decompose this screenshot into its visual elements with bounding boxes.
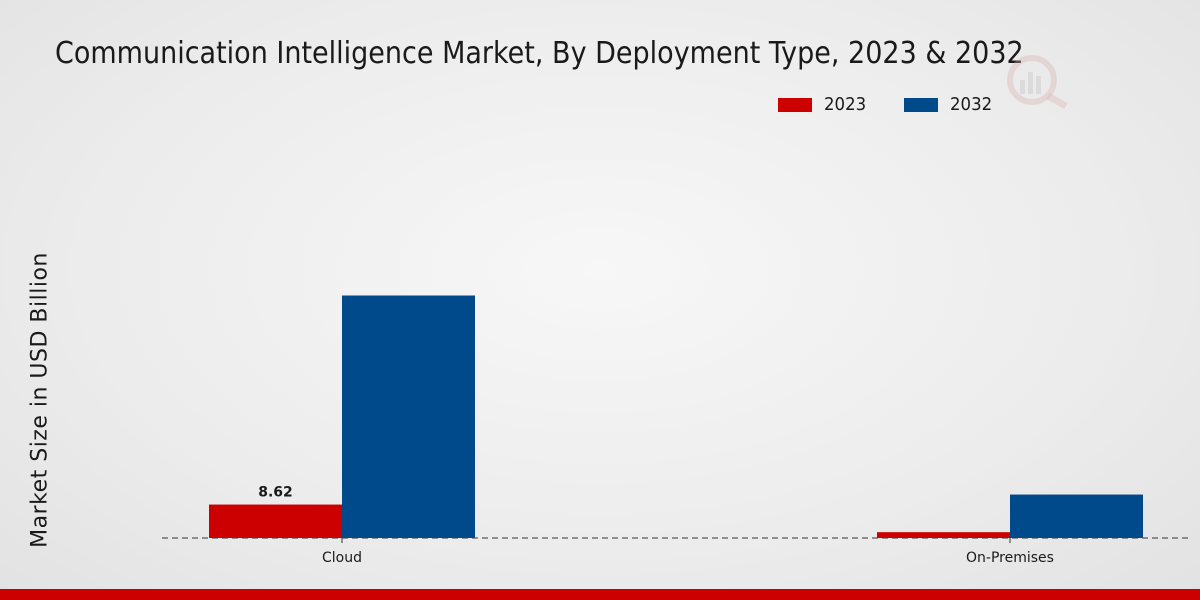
legend-item-2032: 2032 bbox=[903, 94, 996, 115]
bar-2032-cloud bbox=[342, 295, 475, 538]
chart-title: Communication Intelligence Market, By De… bbox=[55, 36, 1024, 71]
legend-label-2032: 2032 bbox=[949, 94, 992, 115]
data-label-2023-cloud: 8.62 bbox=[258, 485, 293, 501]
legend-item-2023: 2023 bbox=[778, 94, 870, 115]
x-tick-label-cloud: Cloud bbox=[322, 550, 362, 566]
legend-swatch-2032 bbox=[903, 97, 938, 112]
legend-label-2023: 2023 bbox=[824, 94, 867, 115]
legend: 2023 2032 bbox=[778, 94, 1030, 115]
watermark-logo-icon bbox=[1007, 55, 1068, 110]
bar-2032-on-premises bbox=[1010, 494, 1143, 538]
bottom-accent-bar bbox=[0, 589, 1200, 600]
legend-swatch-2023 bbox=[778, 97, 812, 112]
bar-2023-cloud bbox=[209, 504, 342, 538]
bar-2023-on-premises bbox=[877, 532, 1010, 538]
x-tick-label-on-premises: On-Premises bbox=[966, 550, 1054, 566]
